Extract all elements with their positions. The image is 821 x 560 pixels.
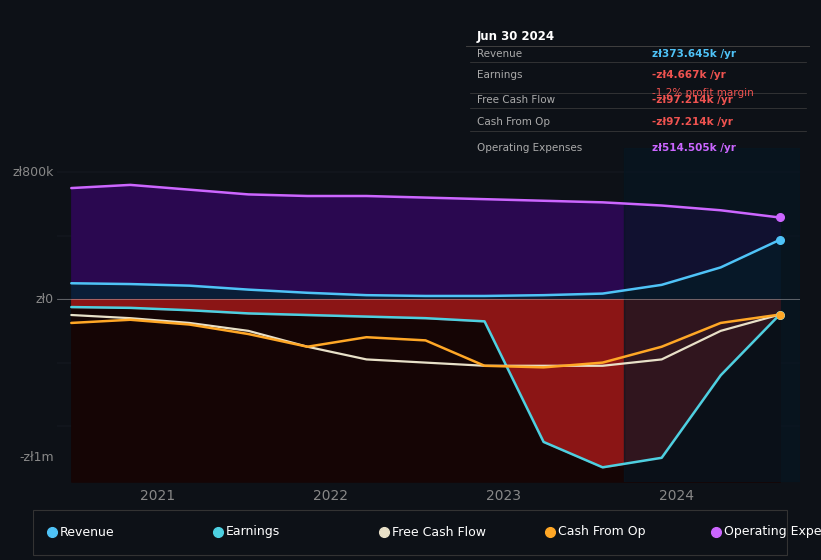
Text: Free Cash Flow: Free Cash Flow — [392, 525, 485, 539]
Text: -zł97.214k /yr: -zł97.214k /yr — [652, 118, 732, 127]
Text: Cash From Op: Cash From Op — [557, 525, 645, 539]
Text: zł373.645k /yr: zł373.645k /yr — [652, 49, 736, 59]
Text: zł514.505k /yr: zł514.505k /yr — [652, 143, 736, 153]
Text: zł800k: zł800k — [12, 166, 53, 179]
Text: Free Cash Flow: Free Cash Flow — [477, 95, 555, 105]
Bar — [624, 148, 800, 482]
Bar — [624, 148, 800, 482]
Text: zł0: zł0 — [35, 293, 53, 306]
Text: Operating Expenses: Operating Expenses — [477, 143, 582, 153]
Text: Revenue: Revenue — [59, 525, 114, 539]
Text: Jun 30 2024: Jun 30 2024 — [477, 30, 555, 43]
Text: Earnings: Earnings — [226, 525, 280, 539]
Text: Operating Expenses: Operating Expenses — [724, 525, 821, 539]
Text: -zł1m: -zł1m — [19, 451, 53, 464]
Text: -zł4.667k /yr: -zł4.667k /yr — [652, 70, 726, 80]
Text: -zł97.214k /yr: -zł97.214k /yr — [652, 95, 732, 105]
Text: Revenue: Revenue — [477, 49, 522, 59]
Text: Cash From Op: Cash From Op — [477, 118, 549, 127]
Text: Earnings: Earnings — [477, 70, 522, 80]
Text: -1.2% profit margin: -1.2% profit margin — [652, 88, 754, 97]
